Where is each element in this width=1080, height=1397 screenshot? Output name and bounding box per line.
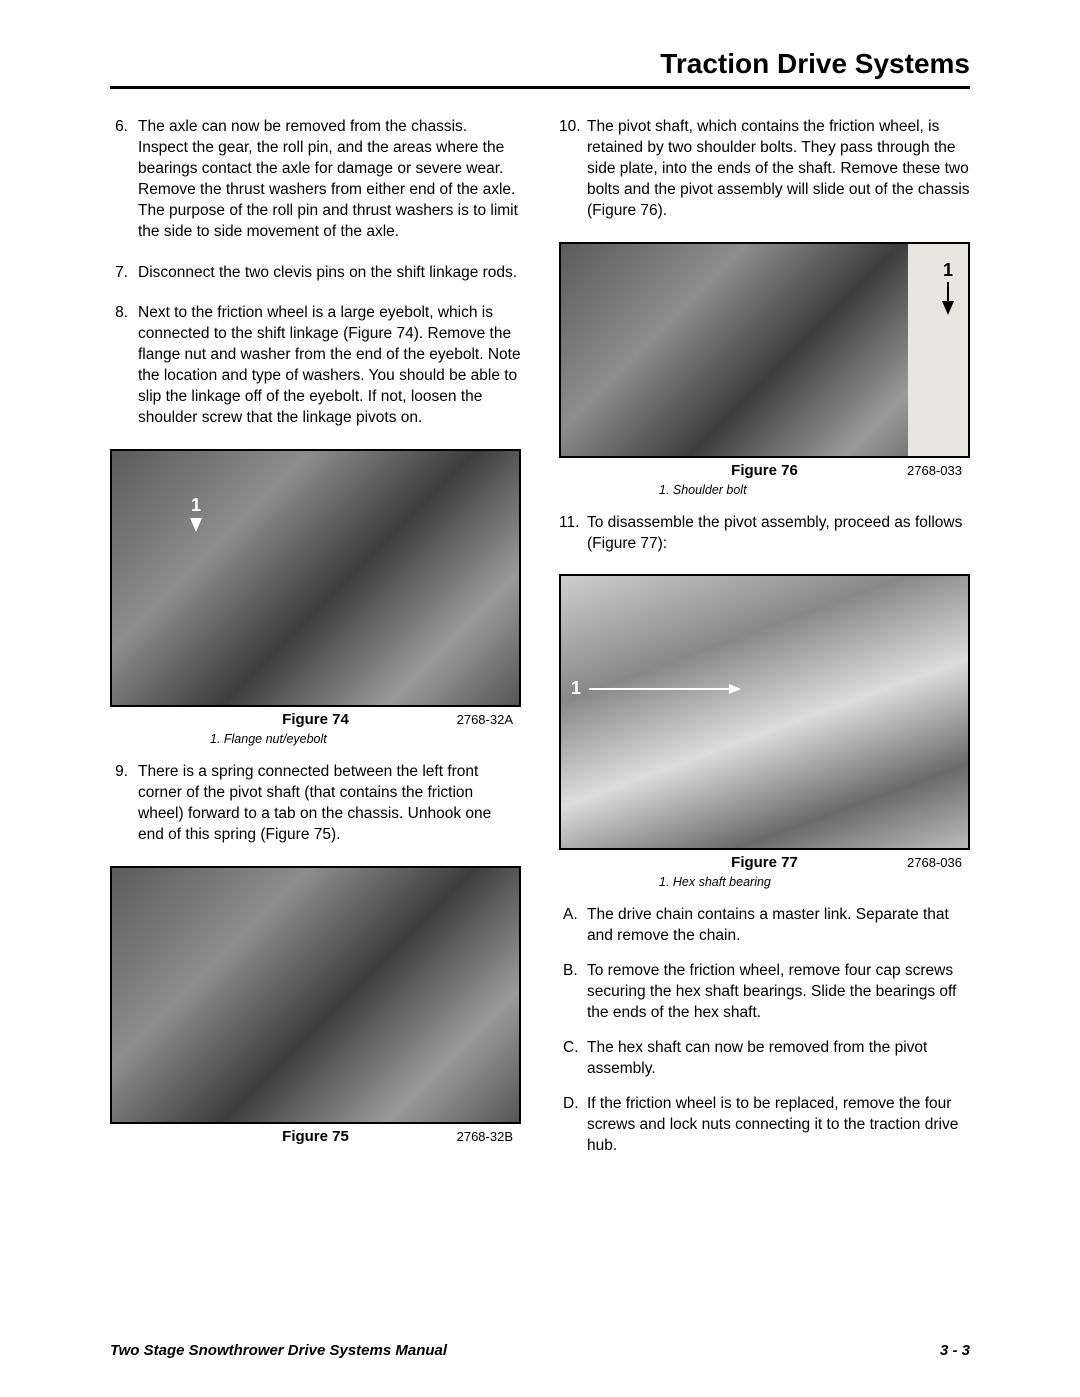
step-text: There is a spring connected between the …	[138, 762, 521, 846]
figure-74-caption: Figure 74 2768-32A	[110, 707, 521, 730]
step-10: 10. The pivot shaft, which contains the …	[559, 117, 970, 222]
step-number: 11.	[559, 513, 587, 555]
substep-text: To remove the friction wheel, remove fou…	[587, 961, 970, 1024]
figure-label: Figure 74	[208, 711, 423, 728]
substep-d: D. If the friction wheel is to be replac…	[559, 1094, 970, 1157]
substep-text: The drive chain contains a master link. …	[587, 905, 970, 947]
photo-placeholder	[112, 868, 519, 1122]
arrow-down-icon	[190, 518, 202, 532]
step-text: Next to the friction wheel is a large ey…	[138, 303, 521, 429]
figure-76-callout: 1	[942, 260, 954, 315]
step-text: To disassemble the pivot assembly, proce…	[587, 513, 970, 555]
substep-a: A. The drive chain contains a master lin…	[559, 905, 970, 947]
footer-manual-title: Two Stage Snowthrower Drive Systems Manu…	[110, 1342, 447, 1359]
figure-code: 2768-036	[872, 855, 962, 870]
arrow-right-icon	[589, 688, 729, 690]
arrow-head-icon	[729, 684, 741, 694]
photo-placeholder	[112, 451, 519, 705]
substep-text: If the friction wheel is to be replaced,…	[587, 1094, 970, 1157]
step-number: 9.	[110, 762, 138, 846]
left-column: 6. The axle can now be removed from the …	[110, 117, 521, 1171]
step-7: 7. Disconnect the two clevis pins on the…	[110, 263, 521, 284]
callout-label: 1	[191, 495, 201, 516]
right-column: 10. The pivot shaft, which contains the …	[559, 117, 970, 1171]
step-number: 8.	[110, 303, 138, 429]
figure-77-legend: 1. Hex shaft bearing	[559, 873, 970, 889]
figure-75-caption: Figure 75 2768-32B	[110, 1124, 521, 1147]
substep-c: C. The hex shaft can now be removed from…	[559, 1038, 970, 1080]
figure-77-image: 1	[559, 574, 970, 850]
arrow-stem-icon	[947, 282, 949, 304]
figure-label: Figure 76	[657, 462, 872, 479]
substep-letter: C.	[563, 1038, 587, 1080]
callout-label: 1	[571, 678, 581, 699]
page-footer: Two Stage Snowthrower Drive Systems Manu…	[110, 1342, 970, 1359]
step-number: 6.	[110, 117, 138, 243]
figure-77-caption: Figure 77 2768-036	[559, 850, 970, 873]
content-columns: 6. The axle can now be removed from the …	[110, 117, 970, 1171]
step-6: 6. The axle can now be removed from the …	[110, 117, 521, 243]
figure-code: 2768-033	[872, 463, 962, 478]
step-text: The axle can now be removed from the cha…	[138, 117, 521, 243]
figure-77-callout: 1	[571, 678, 741, 699]
footer-page-number: 3 - 3	[940, 1342, 970, 1359]
figure-code: 2768-32B	[423, 1129, 513, 1144]
page: Traction Drive Systems 6. The axle can n…	[0, 0, 1080, 1397]
figure-74-legend: 1. Flange nut/eyebolt	[110, 730, 521, 746]
figure-76-image: 1	[559, 242, 970, 458]
substep-b: B. To remove the friction wheel, remove …	[559, 961, 970, 1024]
substep-letter: A.	[563, 905, 587, 947]
figure-label: Figure 77	[657, 854, 872, 871]
figure-code: 2768-32A	[423, 712, 513, 727]
figure-76-legend: 1. Shoulder bolt	[559, 481, 970, 497]
page-title: Traction Drive Systems	[110, 48, 970, 89]
figure-76-caption: Figure 76 2768-033	[559, 458, 970, 481]
figure-75-image	[110, 866, 521, 1124]
photo-placeholder	[561, 244, 968, 456]
step-number: 7.	[110, 263, 138, 284]
photo-edge	[908, 244, 968, 456]
figure-74-image: 1	[110, 449, 521, 707]
step-number: 10.	[559, 117, 587, 222]
step-8: 8. Next to the friction wheel is a large…	[110, 303, 521, 429]
photo-placeholder	[561, 576, 968, 848]
step-11: 11. To disassemble the pivot assembly, p…	[559, 513, 970, 555]
figure-label: Figure 75	[208, 1128, 423, 1145]
substep-letter: B.	[563, 961, 587, 1024]
substep-text: The hex shaft can now be removed from th…	[587, 1038, 970, 1080]
step-text: Disconnect the two clevis pins on the sh…	[138, 263, 521, 284]
callout-label: 1	[943, 260, 953, 281]
step-9: 9. There is a spring connected between t…	[110, 762, 521, 846]
step-text: The pivot shaft, which contains the fric…	[587, 117, 970, 222]
figure-74-callout: 1	[190, 495, 202, 532]
substep-letter: D.	[563, 1094, 587, 1157]
